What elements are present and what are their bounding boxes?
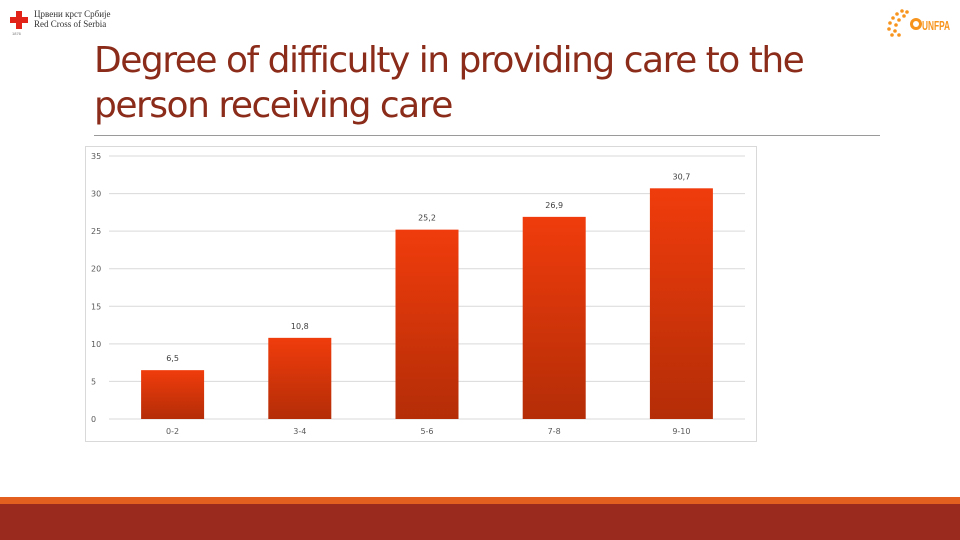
bar-7-8: [522, 216, 586, 419]
bar-0-2: [141, 370, 205, 419]
bar-value-labels: 6,5 10,8 25,2 26,9 30,7: [166, 172, 690, 363]
red-cross-logo-line2: Red Cross of Serbia: [34, 19, 107, 29]
y-tick-label: 20: [91, 265, 101, 274]
unfpa-logo: UNFPA: [887, 9, 950, 37]
x-axis-ticks: 0-2 3-4 5-6 7-8 9-10: [166, 427, 690, 436]
y-tick-label: 35: [91, 152, 101, 161]
footer-bar: [0, 504, 960, 540]
title-divider: [94, 135, 880, 136]
bar-3-4: [268, 337, 332, 419]
bar-5-6: [395, 229, 459, 419]
red-cross-icon: [10, 11, 28, 29]
chart-bars: [141, 188, 713, 419]
red-cross-logo-year: 1876: [12, 31, 21, 36]
y-tick-label: 15: [91, 302, 101, 311]
bar-value-label: 30,7: [672, 172, 690, 181]
y-tick-label: 25: [91, 227, 101, 236]
y-axis-ticks: 0 5 10 15 20 25 30 35: [91, 152, 101, 424]
x-tick-label: 5-6: [420, 427, 433, 436]
x-tick-label: 3-4: [293, 427, 306, 436]
page-title: Degree of difficulty in providing care t…: [94, 40, 805, 126]
bar-value-label: 26,9: [545, 201, 563, 210]
y-tick-label: 0: [91, 415, 96, 424]
y-tick-label: 5: [91, 377, 96, 386]
x-tick-label: 9-10: [672, 427, 690, 436]
bar-value-label: 6,5: [166, 354, 179, 363]
red-cross-serbia-logo: Црвени крст Србије Red Cross of Serbia 1…: [10, 9, 111, 36]
bar-9-10: [649, 188, 713, 419]
y-tick-label: 10: [91, 340, 101, 349]
bar-value-label: 25,2: [418, 214, 436, 223]
red-cross-logo-line1: Црвени крст Србије: [34, 9, 111, 19]
x-tick-label: 0-2: [166, 427, 179, 436]
unfpa-text: UNFPA: [922, 18, 950, 33]
bar-chart: 0 5 10 15 20 25 30 35 6,5 10,8 25,2 26,9 30,7 0-2 3-…: [85, 146, 757, 442]
bar-value-label: 10,8: [291, 322, 309, 331]
y-tick-label: 30: [91, 190, 101, 199]
x-tick-label: 7-8: [548, 427, 561, 436]
red-cross-logo-text: Црвени крст Србије Red Cross of Serbia: [34, 9, 111, 29]
unfpa-dots-icon: [887, 9, 909, 37]
footer-accent-stripe: [0, 497, 960, 504]
